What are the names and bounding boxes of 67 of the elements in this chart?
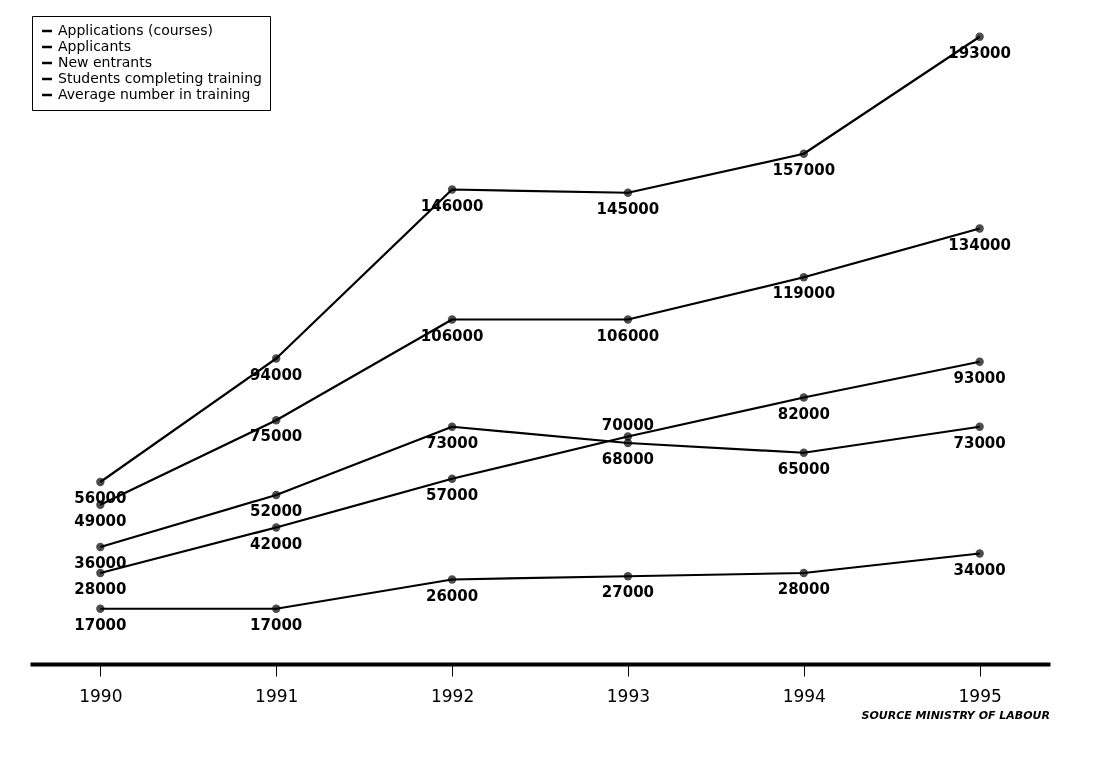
point bbox=[799, 273, 808, 282]
data-label: 94000 bbox=[250, 365, 303, 384]
point bbox=[272, 354, 281, 363]
data-label: 68000 bbox=[601, 450, 655, 468]
point bbox=[623, 188, 633, 197]
data-label: 73000 bbox=[953, 433, 1006, 452]
x-tick-label: 1991 bbox=[255, 685, 299, 706]
x-tick-label: 1990 bbox=[79, 685, 123, 706]
source-note: SOURCE MINISTRY OF LABOUR bbox=[861, 709, 1050, 722]
point bbox=[623, 432, 633, 441]
data-label: 57000 bbox=[425, 485, 479, 504]
point bbox=[447, 474, 457, 483]
data-label: 42000 bbox=[250, 534, 303, 553]
point bbox=[975, 357, 984, 366]
point bbox=[96, 542, 105, 552]
point bbox=[447, 575, 457, 584]
legend-label: Applications (courses) bbox=[58, 22, 213, 38]
point bbox=[272, 416, 281, 425]
data-label: 119000 bbox=[772, 284, 836, 303]
legend-label: New entrants bbox=[58, 54, 152, 70]
data-label: 75000 bbox=[250, 427, 303, 446]
point bbox=[975, 32, 984, 41]
data-label: 52000 bbox=[250, 502, 303, 520]
point bbox=[272, 490, 281, 500]
data-label: 28000 bbox=[74, 580, 127, 598]
x-tick-label: 1994 bbox=[782, 685, 826, 706]
legend-label: Students completing training bbox=[58, 70, 262, 86]
x-tick-label: 1992 bbox=[430, 685, 475, 706]
data-label: 82000 bbox=[777, 404, 830, 423]
data-label: 28000 bbox=[777, 580, 830, 598]
point bbox=[799, 448, 808, 457]
point bbox=[975, 224, 984, 233]
x-tick-label: 1993 bbox=[606, 685, 651, 706]
data-label: 49000 bbox=[74, 511, 127, 530]
data-label: 26000 bbox=[425, 586, 479, 605]
point bbox=[447, 315, 457, 324]
point bbox=[96, 568, 105, 578]
point bbox=[975, 549, 984, 558]
x-tick-label: 1995 bbox=[958, 685, 1002, 706]
data-label: 73000 bbox=[425, 433, 479, 452]
point bbox=[272, 604, 281, 613]
point bbox=[96, 604, 105, 613]
data-label: 106000 bbox=[420, 326, 484, 345]
data-label: 36000 bbox=[74, 554, 127, 572]
point bbox=[272, 523, 281, 532]
legend-label: Applicants bbox=[58, 38, 132, 54]
data-label: 34000 bbox=[953, 560, 1006, 579]
data-label: 70000 bbox=[601, 415, 655, 434]
data-label: 65000 bbox=[777, 459, 830, 478]
point bbox=[623, 572, 633, 581]
point bbox=[447, 422, 457, 431]
data-label: 134000 bbox=[948, 235, 1011, 254]
data-label: 17000 bbox=[74, 615, 127, 634]
data-label: 17000 bbox=[250, 615, 303, 634]
data-label: 93000 bbox=[953, 368, 1006, 387]
legend-label: Average number in training bbox=[58, 86, 251, 102]
point bbox=[799, 149, 808, 158]
data-label: 106000 bbox=[596, 326, 660, 345]
point bbox=[96, 477, 105, 487]
point bbox=[799, 568, 808, 578]
point bbox=[447, 185, 457, 194]
point bbox=[799, 393, 808, 402]
data-label: 145000 bbox=[596, 199, 660, 218]
point bbox=[623, 315, 633, 324]
point bbox=[975, 422, 984, 431]
data-label: 157000 bbox=[772, 160, 836, 179]
data-label: 27000 bbox=[601, 583, 655, 602]
